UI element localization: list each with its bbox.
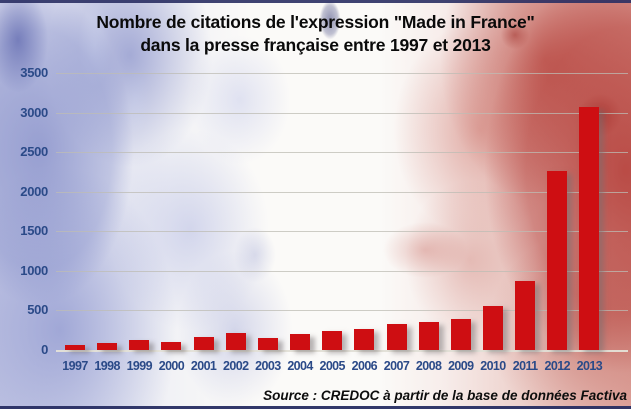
source-caption: Source : CREDOC à partir de la base de d… [263,388,627,403]
bar-2005 [322,331,343,350]
x-axis-line [56,350,628,352]
bar-1998 [97,343,118,350]
x-tick-label: 2009 [448,359,474,373]
x-tick-label: 2011 [512,359,538,373]
top-border [0,0,631,3]
x-tick-label: 2013 [576,359,603,373]
chart-title: Nombre de citations de l'expression "Mad… [0,11,631,57]
y-tick-label: 3000 [20,104,48,120]
bottom-border [0,406,631,409]
bar-2004 [290,334,311,350]
x-tick-label: 2010 [480,359,506,373]
x-tick-label: 2008 [415,359,442,373]
y-tick-label: 2000 [20,183,48,199]
bar-2009 [450,319,471,350]
x-tick-label: 2004 [287,359,313,373]
x-tick-label: 1999 [126,359,153,373]
bar-2013 [579,107,600,350]
bar-2006 [354,328,375,350]
bar-2001 [193,337,214,350]
y-tick-label: 1000 [20,262,48,278]
y-tick-label: 3500 [20,65,48,80]
bar-2002 [225,332,246,350]
bar-2000 [161,342,182,350]
gridline [56,231,628,233]
bar-2003 [257,338,278,350]
bar-2010 [482,306,503,350]
gridline [56,270,628,272]
y-tick-label: 0 [41,342,48,357]
chart-title-line2: dans la presse française entre 1997 et 2… [140,35,491,55]
bar-1999 [129,339,150,350]
x-tick-label: 2005 [319,359,345,373]
bar-2008 [418,321,439,350]
bar-2007 [386,323,407,350]
gridline [56,152,628,154]
y-tick-label: 2500 [20,144,48,160]
y-tick-label: 1500 [20,223,48,239]
bar-1997 [65,344,85,350]
bar-2012 [547,170,568,350]
x-tick-label: 2000 [158,359,185,373]
gridline [56,310,628,312]
y-tick-label: 500 [27,302,48,318]
gridline [56,191,628,193]
bar-2011 [515,281,536,350]
x-tick-label: 2001 [190,359,217,373]
x-tick-label: 2006 [351,359,378,373]
gridline [56,73,628,74]
x-tick-label: 2002 [223,359,249,373]
x-tick-label: 1998 [94,359,120,373]
chart-title-line1: Nombre de citations de l'expression "Mad… [96,12,535,32]
gridline [56,112,628,114]
x-tick-label: 2007 [383,359,410,373]
x-tick-label: 2003 [255,359,281,373]
x-tick-label: 2012 [544,359,571,373]
x-tick-label: 1997 [62,359,88,373]
